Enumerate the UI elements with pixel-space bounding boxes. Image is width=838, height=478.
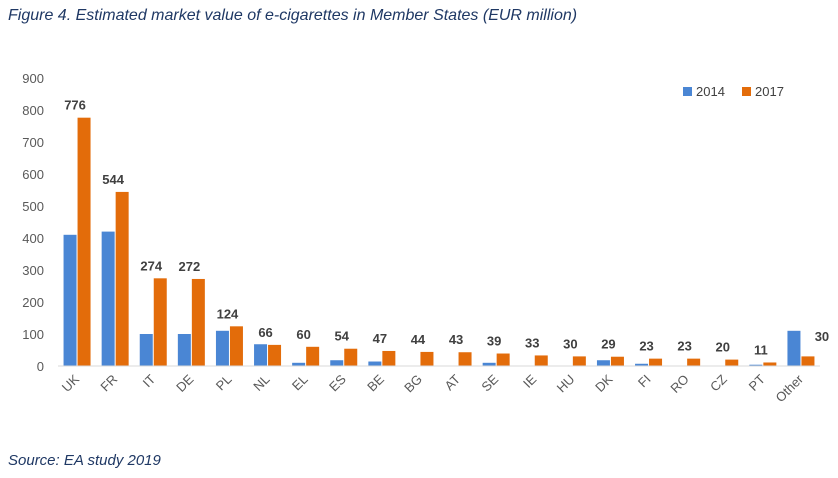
x-tick-label-hu: HU <box>554 372 578 396</box>
bar-2014-fi <box>635 363 649 366</box>
bar-2017-pl <box>229 326 243 366</box>
data-label-de: 272 <box>178 259 200 274</box>
bar-2017-pt <box>763 362 777 366</box>
bar-2017-es <box>344 348 358 366</box>
bar-2017-el <box>306 346 320 366</box>
bar-2014-el <box>292 362 306 366</box>
bar-2014-other <box>787 330 801 366</box>
bar-2014-be <box>368 361 382 366</box>
bar-2017-ie <box>534 355 548 366</box>
bar-2017-be <box>382 350 396 366</box>
bar-2014-pl <box>215 330 229 366</box>
data-label-cz: 20 <box>716 340 730 355</box>
data-label-es: 54 <box>335 329 350 344</box>
legend-swatch-2017 <box>742 87 751 96</box>
x-tick-label-dk: DK <box>592 371 616 395</box>
x-tick-label-be: BE <box>364 371 387 394</box>
y-axis: 0 100 200 300 400 500 600 700 800 900 <box>22 71 44 374</box>
source-note: Source: EA study 2019 <box>8 452 161 469</box>
data-label-bg: 44 <box>411 332 426 347</box>
data-label-uk: 776 <box>64 98 86 113</box>
bar-2014-de <box>177 334 191 366</box>
data-label-pl: 124 <box>217 306 239 321</box>
x-tick-label-other: Other <box>772 371 806 405</box>
bar-2017-uk <box>77 117 91 367</box>
y-tick-label: 700 <box>22 135 44 150</box>
bar-2014-se <box>482 362 496 366</box>
x-tick-label-el: EL <box>289 372 311 394</box>
legend-swatch-2014 <box>683 87 692 96</box>
data-label-be: 47 <box>373 331 387 346</box>
data-label-el: 60 <box>296 327 310 342</box>
x-tick-label-es: ES <box>326 371 349 394</box>
data-label-se: 39 <box>487 334 501 349</box>
bar-2017-at <box>458 352 472 366</box>
data-label-pt: 11 <box>754 342 768 357</box>
y-tick-label: 800 <box>22 103 44 118</box>
x-tick-label-pl: PL <box>213 372 235 394</box>
bar-2014-nl <box>254 344 268 366</box>
x-tick-label-de: DE <box>173 371 197 395</box>
data-label-nl: 66 <box>258 325 272 340</box>
legend: 2014 2017 <box>683 84 784 99</box>
bar-2017-fr <box>115 191 129 366</box>
bar-2017-cz <box>725 359 739 366</box>
x-tick-label-nl: NL <box>250 372 272 394</box>
y-tick-label: 400 <box>22 231 44 246</box>
data-label-dk: 29 <box>601 337 615 352</box>
x-tick-label-ie: IE <box>520 371 540 391</box>
bars <box>63 117 815 367</box>
x-tick-label-fi: FI <box>635 372 654 391</box>
data-label-ro: 23 <box>677 339 691 354</box>
y-tick-label: 100 <box>22 327 44 342</box>
data-labels: 776 544 274 272 124 66 60 54 47 44 43 39 33 30 29 23 23 2… <box>64 98 829 358</box>
x-tick-label-fr: FR <box>97 372 120 395</box>
data-label-hu: 30 <box>563 336 577 351</box>
data-label-fr: 544 <box>102 172 124 187</box>
bar-2017-nl <box>268 344 282 366</box>
x-axis: UK FR IT DE PL NL EL ES BE BG AT SE IE HU DK FI RO CZ PT Ot… <box>58 365 820 405</box>
x-tick-label-cz: CZ <box>707 371 730 394</box>
y-tick-label: 500 <box>22 199 44 214</box>
bar-2017-dk <box>610 356 624 366</box>
bar-2014-uk <box>63 234 77 366</box>
figure-title: Figure 4. Estimated market value of e-ci… <box>8 7 578 24</box>
bar-2017-se <box>496 353 510 366</box>
y-tick-label: 900 <box>22 71 44 86</box>
y-tick-label: 300 <box>22 263 44 278</box>
bar-2014-pt <box>749 364 763 366</box>
bar-2017-other <box>801 356 815 366</box>
bar-2014-it <box>139 334 153 366</box>
data-label-other: 30 <box>815 329 829 344</box>
x-tick-label-ro: RO <box>667 372 691 396</box>
data-label-at: 43 <box>449 332 463 347</box>
x-tick-label-se: SE <box>478 371 501 394</box>
data-label-it: 274 <box>140 258 162 273</box>
bar-2017-bg <box>420 351 434 366</box>
x-tick-label-it: IT <box>140 371 159 390</box>
x-tick-label-uk: UK <box>59 371 83 395</box>
data-label-fi: 23 <box>639 339 653 354</box>
legend-label-2017: 2017 <box>755 84 784 99</box>
bar-2017-de <box>191 278 205 366</box>
bar-2017-it <box>153 278 167 366</box>
x-tick-label-bg: BG <box>401 372 425 396</box>
bar-2017-ro <box>687 358 701 366</box>
y-tick-label: 0 <box>37 359 44 374</box>
bar-2017-fi <box>649 358 663 366</box>
bar-2014-fr <box>101 231 115 366</box>
bar-2017-hu <box>572 356 586 366</box>
x-tick-label-at: AT <box>441 371 463 393</box>
legend-label-2014: 2014 <box>696 84 725 99</box>
y-tick-label: 600 <box>22 167 44 182</box>
y-tick-label: 200 <box>22 295 44 310</box>
bar-2014-es <box>330 360 344 366</box>
data-label-ie: 33 <box>525 335 539 350</box>
x-tick-label-pt: PT <box>746 371 768 393</box>
bar-2014-dk <box>596 360 610 366</box>
